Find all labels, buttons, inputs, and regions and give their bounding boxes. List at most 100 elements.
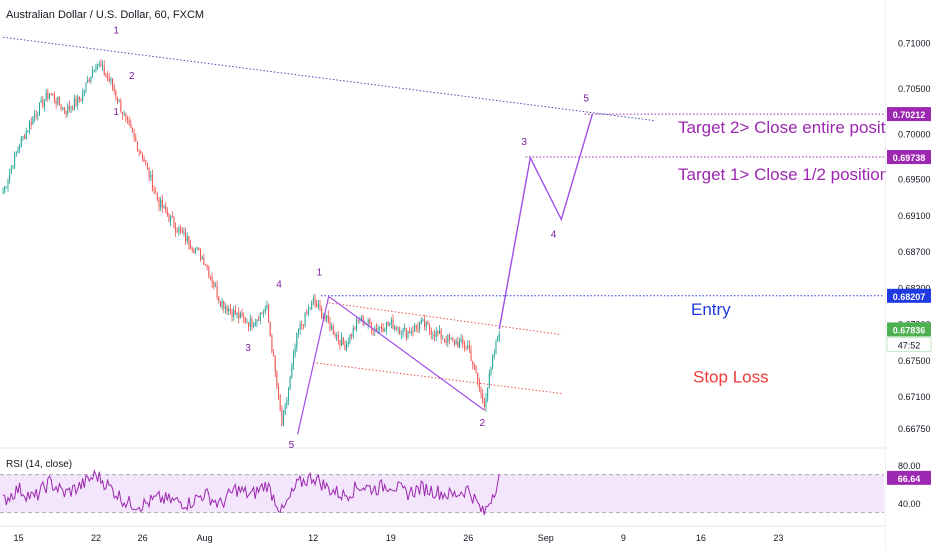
candle-body [442,338,444,340]
candle-body [346,343,348,351]
candle-body [173,217,175,227]
wave-label: 5 [289,440,295,451]
candle-body [73,98,75,110]
candle-body [34,114,36,117]
candle-body [306,312,308,314]
candle-body [14,154,16,168]
candle-body [289,376,291,390]
candle-body [209,275,211,278]
candle-body [445,339,447,343]
candle-body [75,98,77,106]
target-1-price-tag-label: 0.69738 [893,153,926,163]
candle-body [43,100,46,107]
candle-body [286,400,288,406]
wave-label: 5 [583,94,589,105]
entry-price-tag [887,288,931,303]
candle-body [249,319,251,327]
candle-body [497,337,499,342]
candle-body [181,229,183,233]
candle-body [24,136,26,140]
candle-body [282,414,285,426]
candle-body [425,321,427,327]
candle-body [487,387,489,399]
candle-body [10,167,12,174]
rsi-tick-label: 80.00 [898,461,921,471]
time-tick-label: 9 [621,533,626,543]
candle-body [180,227,182,230]
time-tick-label: 22 [91,533,101,543]
candle-body [460,339,462,342]
candle-body [377,328,379,331]
price-tick-label: 0.71000 [898,39,931,49]
candle-body [380,326,382,329]
candle-body [62,107,64,109]
candle-body [361,316,363,321]
candle-body [364,323,366,325]
candle-body [15,152,17,155]
candle-body [148,167,150,178]
candle-body [183,231,185,233]
candle-body [273,352,275,357]
time-axis[interactable]: 15 22 26 Aug 12 19 26 Sep 9 16 23 [14,533,784,543]
candle-body [291,365,293,377]
candle-body [103,65,105,75]
candle-body [241,312,243,316]
candle-body [221,301,223,307]
candle-body [48,93,50,99]
wave-label: 1 [113,107,119,118]
candle-body [307,309,309,314]
candle-body [424,319,426,327]
candle-body [278,386,280,396]
candle-body [155,190,157,194]
candle-body [389,323,391,325]
candle-body [324,317,326,319]
price-axis[interactable]: 0.71000 0.70500 0.70000 0.69500 0.69100 0.687… [885,0,932,550]
candle-body [156,193,158,200]
wave-line [328,295,485,411]
candle-body [417,326,419,329]
candle-body [463,343,465,347]
candle-body [200,249,202,260]
candle-body [351,334,353,337]
candle-body [302,324,304,326]
candle-body [259,312,261,321]
candle-body [256,319,258,323]
price-tick-label: 0.68700 [898,247,931,257]
candle-body [193,250,195,253]
price-pane[interactable]: Target 2> Close entire position Target 1>… [0,26,932,527]
countdown-tag [886,336,932,352]
candle-body [87,79,89,83]
candle-body [27,130,29,132]
candle-body [287,389,289,401]
candle-body [420,319,422,324]
candle-body [316,303,318,307]
candle-body [58,96,60,105]
candle-body [88,79,90,82]
candle-body [490,367,492,374]
target-2-annotation: Target 2> Close entire position [678,118,908,137]
candle-body [337,334,339,340]
candle-body [276,372,278,387]
candle-body [85,82,87,91]
candle-body [105,74,107,76]
candle-body [211,277,213,283]
candle-body [268,304,270,322]
candle-body [160,199,162,208]
candle-body [422,319,424,321]
candle-body [77,96,79,106]
candle-body [498,333,500,338]
candle-body [253,325,255,328]
candle-body [279,395,281,411]
candle-body [399,329,401,334]
candle-body [52,93,54,95]
candle-body [176,231,178,233]
rsi-pane[interactable]: RSI (14, close) [0,459,884,516]
target-1-price-tag [887,150,931,165]
candle-body [379,326,381,329]
entry-annotation: Entry [691,300,731,319]
candle-body [274,356,276,373]
candle-body [334,333,336,337]
descending-trendline [2,36,655,122]
candle-body [448,334,450,339]
